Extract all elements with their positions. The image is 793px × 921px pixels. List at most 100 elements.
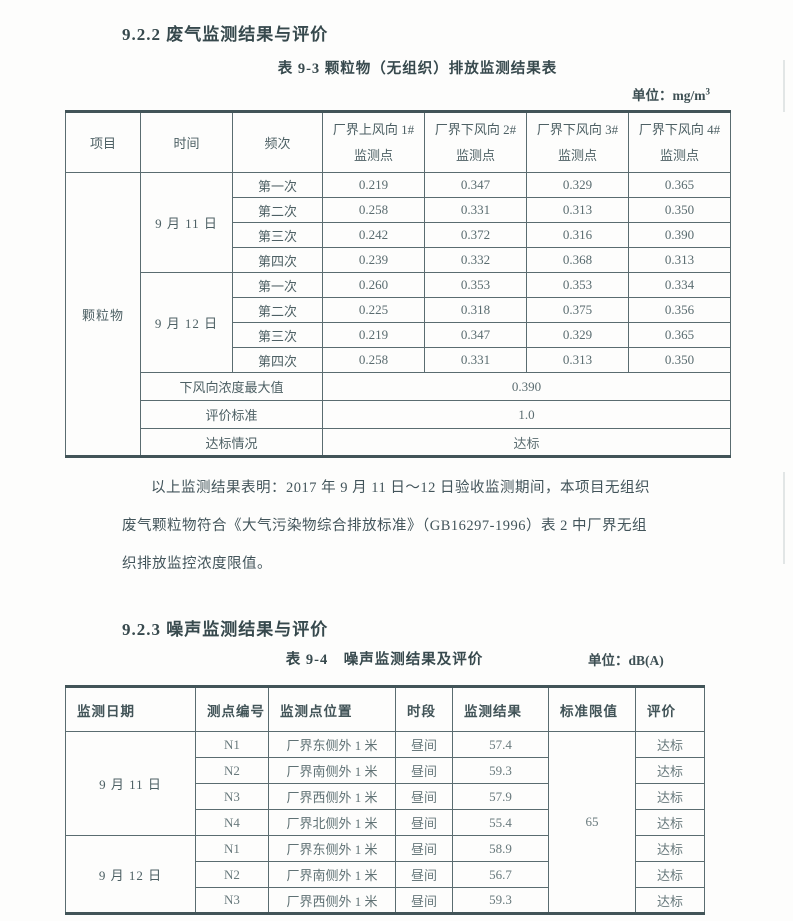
value-cell-point-1: 0.219: [322, 172, 425, 198]
paragraph-line-2: 废气颗粒物符合《大气污染物综合排放标准》（GB16297-1996）表 2 中厂…: [122, 518, 647, 534]
result-cell: 57.4: [452, 731, 549, 758]
point-name: 厂界下风向 3#: [536, 121, 619, 137]
value-cell-point-3: 0.329: [526, 322, 629, 348]
point-id-cell: N4: [195, 809, 269, 836]
header-point-3: 厂界下风向 3# 监测点: [526, 111, 629, 173]
header-period: 时段: [395, 686, 453, 732]
table93-data-row: 第四次 0.258 0.331 0.313 0.350: [66, 347, 731, 373]
header-point-4: 厂界下风向 4# 监测点: [628, 111, 731, 173]
standard-limit-cell: 65: [548, 731, 636, 914]
header-standard-limit: 标准限值: [548, 686, 636, 732]
table94-data-row: N2 厂界南侧外 1 米昼间 59.3 达标: [66, 757, 705, 784]
date-cell: 9 月 11 日: [65, 731, 196, 836]
value-cell-point-1: 0.258: [322, 347, 425, 373]
location-cell: 厂界西侧外 1 米: [268, 887, 396, 914]
frequency-cell: 第三次: [232, 322, 323, 348]
paragraph-line-1: 以上监测结果表明：2017 年 9 月 11 日～12 日验收监测期间，本项目无…: [151, 480, 650, 496]
header-point-location: 监测点位置: [268, 686, 396, 732]
point-id-cell: N3: [195, 887, 269, 914]
value-cell-point-4: 0.350: [628, 347, 731, 373]
point-id-cell: N2: [195, 757, 269, 784]
location-cell: 厂界南侧外 1 米: [268, 757, 396, 784]
value-cell-point-3: 0.368: [526, 247, 629, 273]
value-cell-point-3: 0.313: [526, 197, 629, 223]
table94-caption: 表 9-4 噪声监测结果及评价: [285, 652, 484, 668]
period-cell: 昼间: [395, 835, 453, 862]
point-id-cell: N1: [195, 731, 269, 758]
table93-summary-row: 下风向浓度最大值 0.390: [66, 372, 731, 401]
location-cell: 厂界北侧外 1 米: [268, 809, 396, 836]
value-cell-point-3: 0.353: [526, 272, 629, 298]
location-cell: 厂界南侧外 1 米: [268, 861, 396, 888]
summary-value-cell: 0.390: [322, 372, 731, 401]
frequency-cell: 第二次: [232, 297, 323, 323]
header-monitor-date: 监测日期: [65, 686, 196, 732]
result-cell: 55.4: [452, 809, 549, 836]
point-id-cell: N2: [195, 861, 269, 888]
evaluation-cell: 达标: [635, 731, 705, 758]
point-suffix: 监测点: [557, 147, 597, 163]
table94-data-row: N4 厂界北侧外 1 米昼间 55.4 达标: [66, 809, 705, 836]
point-name: 厂界下风向 2#: [434, 121, 517, 137]
section-title-waste-gas: 9.2.2 废气监测结果与评价: [122, 25, 329, 45]
scan-artifact-line: [783, 472, 785, 564]
unit-superscript: 3: [705, 86, 711, 97]
table93-data-row: 颗粒物 9 月 11 日第一次 0.219 0.347 0.329 0.365: [65, 172, 731, 457]
item-cell: 颗粒物: [65, 172, 141, 457]
location-cell: 厂界东侧外 1 米: [268, 731, 396, 758]
point-id-cell: N3: [195, 783, 269, 810]
value-cell-point-4: 0.334: [628, 272, 731, 298]
value-cell-point-2: 0.347: [424, 322, 527, 348]
particulate-monitoring-table: 项目 时间 频次 厂界上风向 1# 监测点 厂界下风向 2# 监测点 厂界下风向…: [65, 110, 731, 458]
point-id-cell: N1: [195, 835, 269, 862]
result-cell: 59.3: [452, 887, 549, 914]
header-result: 监测结果: [452, 686, 549, 732]
summary-label-cell: 评价标准: [140, 400, 323, 429]
period-cell: 昼间: [395, 731, 453, 758]
table93-data-row: 第四次 0.239 0.332 0.368 0.313: [66, 247, 731, 273]
frequency-cell: 第一次: [232, 172, 323, 198]
evaluation-cell: 达标: [635, 835, 705, 862]
point-name: 厂界上风向 1#: [332, 121, 415, 137]
table94-data-row: 9 月 11 日 N1 厂界东侧外 1 米昼间 57.4 65 达标: [65, 731, 705, 914]
value-cell-point-2: 0.318: [424, 297, 527, 323]
header-evaluation: 评价: [635, 686, 705, 732]
header-point-2: 厂界下风向 2# 监测点: [424, 111, 527, 173]
period-cell: 昼间: [395, 887, 453, 914]
frequency-cell: 第一次: [232, 272, 323, 298]
frequency-cell: 第四次: [232, 347, 323, 373]
table93-caption: 表 9-3 颗粒物（无组织）排放监测结果表: [277, 61, 558, 77]
value-cell-point-1: 0.242: [322, 222, 425, 248]
table94-unit-label: 单位：dB(A): [588, 653, 664, 668]
point-name: 厂界下风向 4#: [638, 121, 721, 137]
header-item: 项目: [65, 111, 141, 173]
table94-header-row: 监测日期 测点编号 监测点位置 时段 监测结果 标准限值 评价: [65, 686, 705, 732]
point-suffix: 监测点: [455, 147, 495, 163]
value-cell-point-3: 0.329: [526, 172, 629, 198]
table93-header-row: 项目 时间 频次 厂界上风向 1# 监测点 厂界下风向 2# 监测点 厂界下风向…: [65, 111, 731, 173]
table93-data-row: 9 月 12 日第一次 0.260 0.353 0.353 0.334: [66, 272, 731, 373]
value-cell-point-4: 0.313: [628, 247, 731, 273]
value-cell-point-3: 0.316: [526, 222, 629, 248]
value-cell-point-2: 0.353: [424, 272, 527, 298]
point-suffix: 监测点: [353, 147, 393, 163]
result-cell: 57.9: [452, 783, 549, 810]
table93-summary-row: 达标情况 达标: [66, 428, 731, 457]
summary-value-cell: 达标: [322, 428, 731, 457]
point-suffix: 监测点: [659, 147, 699, 163]
value-cell-point-4: 0.365: [628, 322, 731, 348]
table93-unit-label: 单位：mg/m3: [465, 84, 710, 104]
period-cell: 昼间: [395, 783, 453, 810]
frequency-cell: 第二次: [232, 197, 323, 223]
result-cell: 59.3: [452, 757, 549, 784]
summary-label-cell: 达标情况: [140, 428, 323, 457]
evaluation-cell: 达标: [635, 783, 705, 810]
noise-monitoring-table: 监测日期 测点编号 监测点位置 时段 监测结果 标准限值 评价 9 月 11 日…: [65, 685, 705, 915]
value-cell-point-4: 0.365: [628, 172, 731, 198]
frequency-cell: 第四次: [232, 247, 323, 273]
period-cell: 昼间: [395, 757, 453, 784]
result-cell: 58.9: [452, 835, 549, 862]
date-cell: 9 月 11 日: [140, 172, 233, 273]
period-cell: 昼间: [395, 809, 453, 836]
evaluation-cell: 达标: [635, 809, 705, 836]
